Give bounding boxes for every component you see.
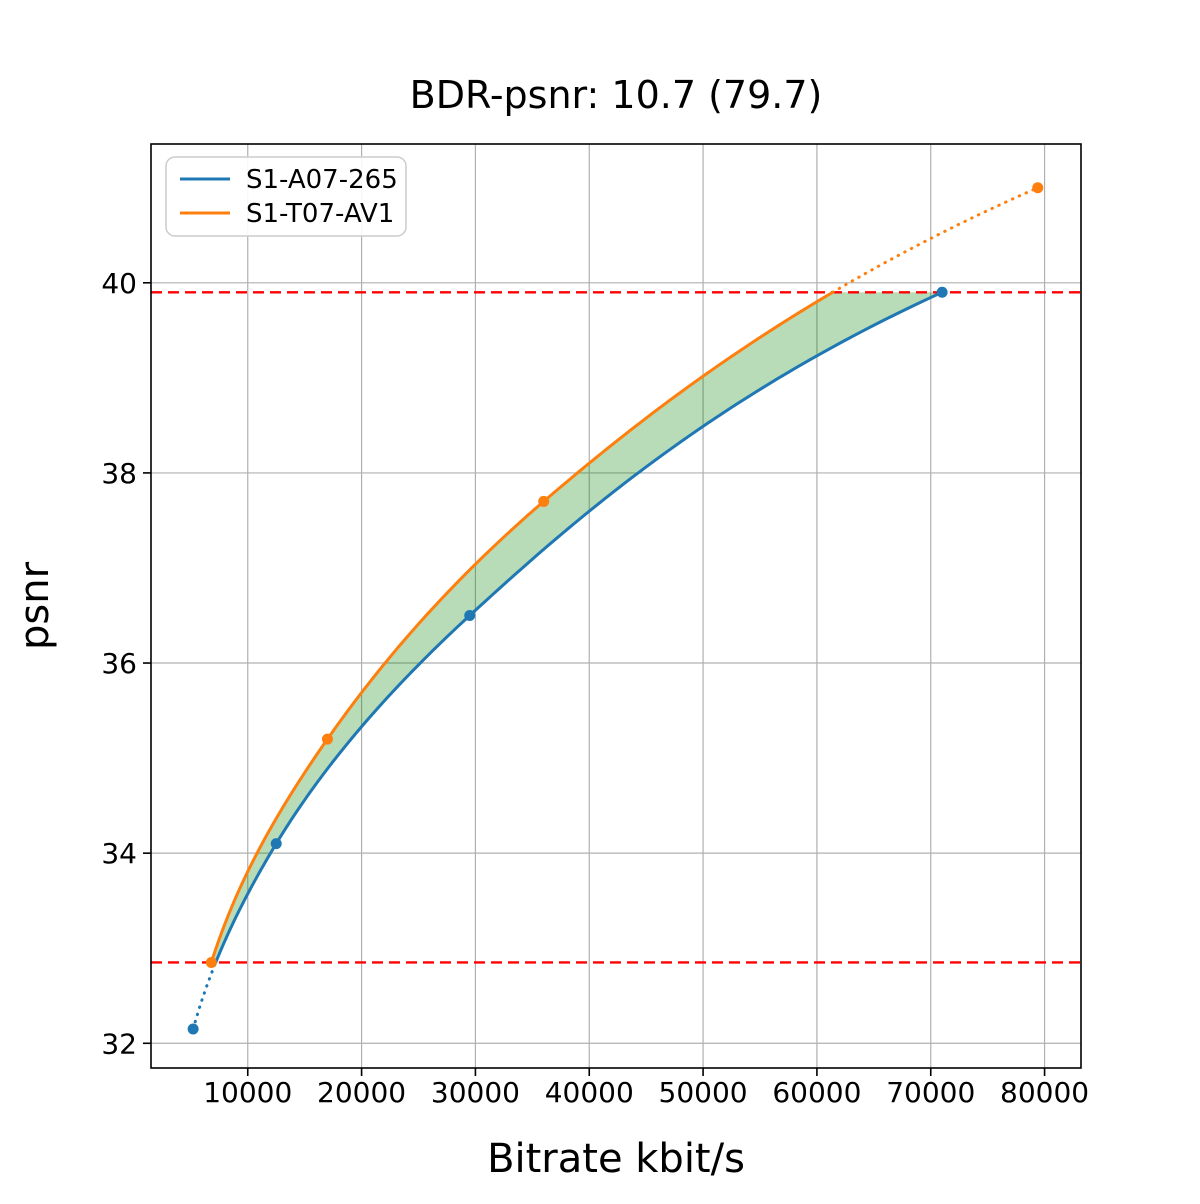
data-point-marker <box>187 1023 199 1035</box>
data-point-marker <box>936 286 948 298</box>
axes-layer: 10000 20000 30000 40000 50000 60000 70000 80000… <box>101 143 1089 1109</box>
x-tick-label: 60000 <box>772 1076 861 1109</box>
reference-lines-layer <box>151 291 1081 964</box>
x-tick-label: 40000 <box>545 1076 634 1109</box>
legend-entry-label: S1-A07-265 <box>246 165 398 195</box>
x-tick-label: 50000 <box>659 1076 748 1109</box>
data-point-marker <box>464 610 476 622</box>
shaded-region-layer <box>211 292 943 963</box>
data-point-marker <box>1032 182 1044 194</box>
x-tick-label: 20000 <box>317 1076 406 1109</box>
y-tick-label: 34 <box>101 837 137 870</box>
data-point-marker <box>270 838 282 850</box>
legend: S1-A07-265 S1-T07-AV1 <box>165 156 407 237</box>
x-tick-label: 80000 <box>1000 1076 1089 1109</box>
series-curve-dotted <box>831 186 1040 294</box>
series-curve-solid <box>209 290 835 964</box>
y-tick-label: 38 <box>101 457 137 490</box>
series-curves-layer <box>191 186 1040 1031</box>
y-tick-label: 36 <box>101 647 137 680</box>
x-tick-label: 30000 <box>431 1076 520 1109</box>
plot-border <box>150 143 1082 1069</box>
y-tick-label: 32 <box>101 1027 137 1060</box>
series-curve-dotted <box>191 960 218 1031</box>
chart-title: BDR-psnr: 10.7 (79.7) <box>410 73 823 117</box>
grid-layer <box>151 144 1081 1068</box>
data-point-marker <box>538 495 550 507</box>
y-axis-label: psnr <box>12 561 58 650</box>
series-curve-solid <box>214 290 944 964</box>
data-markers-layer <box>187 182 1044 1035</box>
x-tick-label: 10000 <box>203 1076 292 1109</box>
x-tick-label: 70000 <box>886 1076 975 1109</box>
x-axis-label: Bitrate kbit/s <box>487 1136 745 1182</box>
data-point-marker <box>205 956 217 968</box>
legend-entry-label: S1-T07-AV1 <box>246 199 394 229</box>
legend-box <box>165 156 407 237</box>
data-point-marker <box>321 733 333 745</box>
y-tick-label: 40 <box>101 267 137 300</box>
shaded-region <box>211 292 943 963</box>
